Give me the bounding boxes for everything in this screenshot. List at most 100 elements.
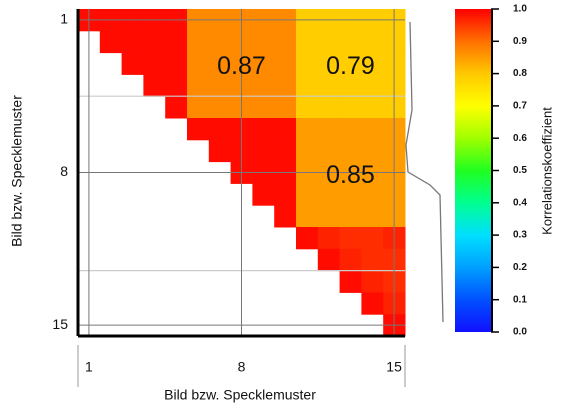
heatmap-cell xyxy=(252,96,275,119)
colorbar-tick-label: 0.7 xyxy=(513,101,527,112)
heatmap-cell xyxy=(361,52,384,75)
heatmap-cell xyxy=(361,30,384,54)
colorbar-tick-label: 0.2 xyxy=(513,262,527,273)
heatmap-cell xyxy=(339,227,362,250)
heatmap-cell xyxy=(361,139,384,163)
heatmap-cell xyxy=(296,183,319,206)
x-tick-label: 8 xyxy=(238,359,246,375)
colorbar-tick-label: 1.0 xyxy=(513,4,527,15)
heatmap-cell xyxy=(274,96,297,119)
heatmap-cell xyxy=(165,52,188,75)
heatmap-cell xyxy=(361,248,384,272)
heatmap-cell xyxy=(339,270,362,293)
heatmap-cell xyxy=(208,118,232,141)
heatmap-cell xyxy=(121,30,144,54)
heatmap-cell xyxy=(361,183,384,206)
heatmap-cell xyxy=(317,139,341,163)
y-tick-label: 1 xyxy=(60,11,68,27)
annotation: 0.85 xyxy=(326,161,375,189)
heatmap-cell xyxy=(339,248,362,272)
heatmap-cell xyxy=(361,96,384,119)
heatmap-cell xyxy=(296,74,319,97)
heatmap-cell xyxy=(317,52,341,75)
colorbar-tick-label: 0.4 xyxy=(513,197,527,208)
heatmap-cell xyxy=(317,96,341,119)
heatmap-cell xyxy=(361,270,384,293)
heatmap-cell xyxy=(187,52,210,75)
profile-line xyxy=(405,21,444,323)
heatmap-cell xyxy=(274,52,297,75)
heatmap-cell xyxy=(339,139,362,163)
y-axis-label: Bild bzw. Specklemuster xyxy=(9,95,25,247)
heatmap-cell xyxy=(339,96,362,119)
heatmap-cell xyxy=(317,227,341,250)
heatmap-cell xyxy=(339,183,362,206)
heatmap-cell xyxy=(339,52,362,75)
heatmap-cell xyxy=(317,74,341,97)
heatmap-cell xyxy=(274,30,297,54)
annotation: 0.79 xyxy=(326,52,375,80)
heatmap-cell xyxy=(165,74,188,97)
heatmap-cell xyxy=(317,205,341,228)
heatmap-cell xyxy=(317,30,341,54)
heatmap-cell xyxy=(252,118,275,141)
annotation: 0.87 xyxy=(217,52,266,80)
colorbar-tick-label: 0.1 xyxy=(513,294,527,305)
heatmap-cell xyxy=(296,30,319,54)
heatmap-cell xyxy=(296,52,319,75)
heatmap-cell xyxy=(339,205,362,228)
heatmap-cell xyxy=(274,183,297,206)
heatmap-cell xyxy=(274,74,297,97)
heatmap-cell xyxy=(252,74,275,97)
x-tick-label: 1 xyxy=(85,359,93,375)
heatmap-cell xyxy=(143,74,166,97)
y-tick-label: 8 xyxy=(60,163,68,179)
colorbar xyxy=(455,9,491,332)
heatmap-cell xyxy=(339,30,362,54)
heatmap-cell xyxy=(361,205,384,228)
heatmap-cell xyxy=(252,139,275,163)
colorbar-tick-label: 0.5 xyxy=(513,165,527,176)
heatmap-cell xyxy=(339,118,362,141)
heatmap-cell xyxy=(296,139,319,163)
heatmap-cell xyxy=(296,96,319,119)
heatmap-cell xyxy=(208,30,232,54)
heatmap-cell xyxy=(99,30,123,54)
heatmap-cell xyxy=(187,118,210,141)
heatmap-cell xyxy=(361,118,384,141)
heatmap-cell xyxy=(165,30,188,54)
heatmap-cell xyxy=(208,52,232,75)
colorbar-label: Korrelationskoeffizient xyxy=(539,107,554,235)
heatmap-cell xyxy=(274,205,297,228)
heatmap-cell xyxy=(296,205,319,228)
colorbar-tick-label: 0.6 xyxy=(513,133,527,144)
heatmap-cell xyxy=(208,74,232,97)
heatmap-cell xyxy=(187,30,210,54)
heatmap-cell xyxy=(252,183,275,206)
colorbar-tick-label: 0.8 xyxy=(513,68,527,79)
heatmap-cell xyxy=(274,139,297,163)
heatmap-cell xyxy=(121,52,144,75)
heatmap-cell xyxy=(143,52,166,75)
heatmap-cell xyxy=(252,52,275,75)
heatmap-cell xyxy=(165,96,188,119)
heatmap-cell xyxy=(296,118,319,141)
heatmap-cell xyxy=(361,227,384,250)
heatmap-cell xyxy=(361,292,384,315)
colorbar-tick-label: 0.0 xyxy=(513,327,527,338)
heatmap-cell xyxy=(187,96,210,119)
heatmap-cell xyxy=(317,248,341,272)
heatmap-cell xyxy=(274,118,297,141)
heatmap-cell xyxy=(208,139,232,163)
heatmap-cell xyxy=(361,74,384,97)
heatmap-cell xyxy=(187,74,210,97)
heatmap-cell xyxy=(143,30,166,54)
colorbar-tick-label: 0.9 xyxy=(513,36,527,47)
y-tick-label: 15 xyxy=(52,316,68,332)
heatmap-cell xyxy=(296,227,319,250)
heatmap-cell xyxy=(317,118,341,141)
heatmap-cell xyxy=(208,96,232,119)
x-axis-label: Bild bzw. Specklemuster xyxy=(164,387,316,403)
